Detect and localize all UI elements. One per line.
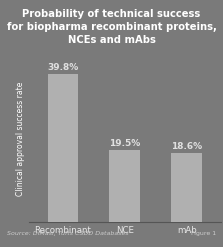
Bar xyxy=(109,149,140,222)
Text: 39.8%: 39.8% xyxy=(47,63,79,72)
Text: Figure 1: Figure 1 xyxy=(191,231,216,236)
Bar xyxy=(47,74,78,222)
Text: Source: DiMasi, Tufts CSDD Databases: Source: DiMasi, Tufts CSDD Databases xyxy=(7,231,128,236)
Text: 19.5%: 19.5% xyxy=(109,139,140,148)
Bar xyxy=(171,153,202,222)
Text: Probability of technical success
for biopharma recombinant proteins,
NCEs and mA: Probability of technical success for bio… xyxy=(6,9,217,45)
Text: 18.6%: 18.6% xyxy=(171,142,202,151)
Y-axis label: Clinical approval success rate: Clinical approval success rate xyxy=(16,81,25,196)
